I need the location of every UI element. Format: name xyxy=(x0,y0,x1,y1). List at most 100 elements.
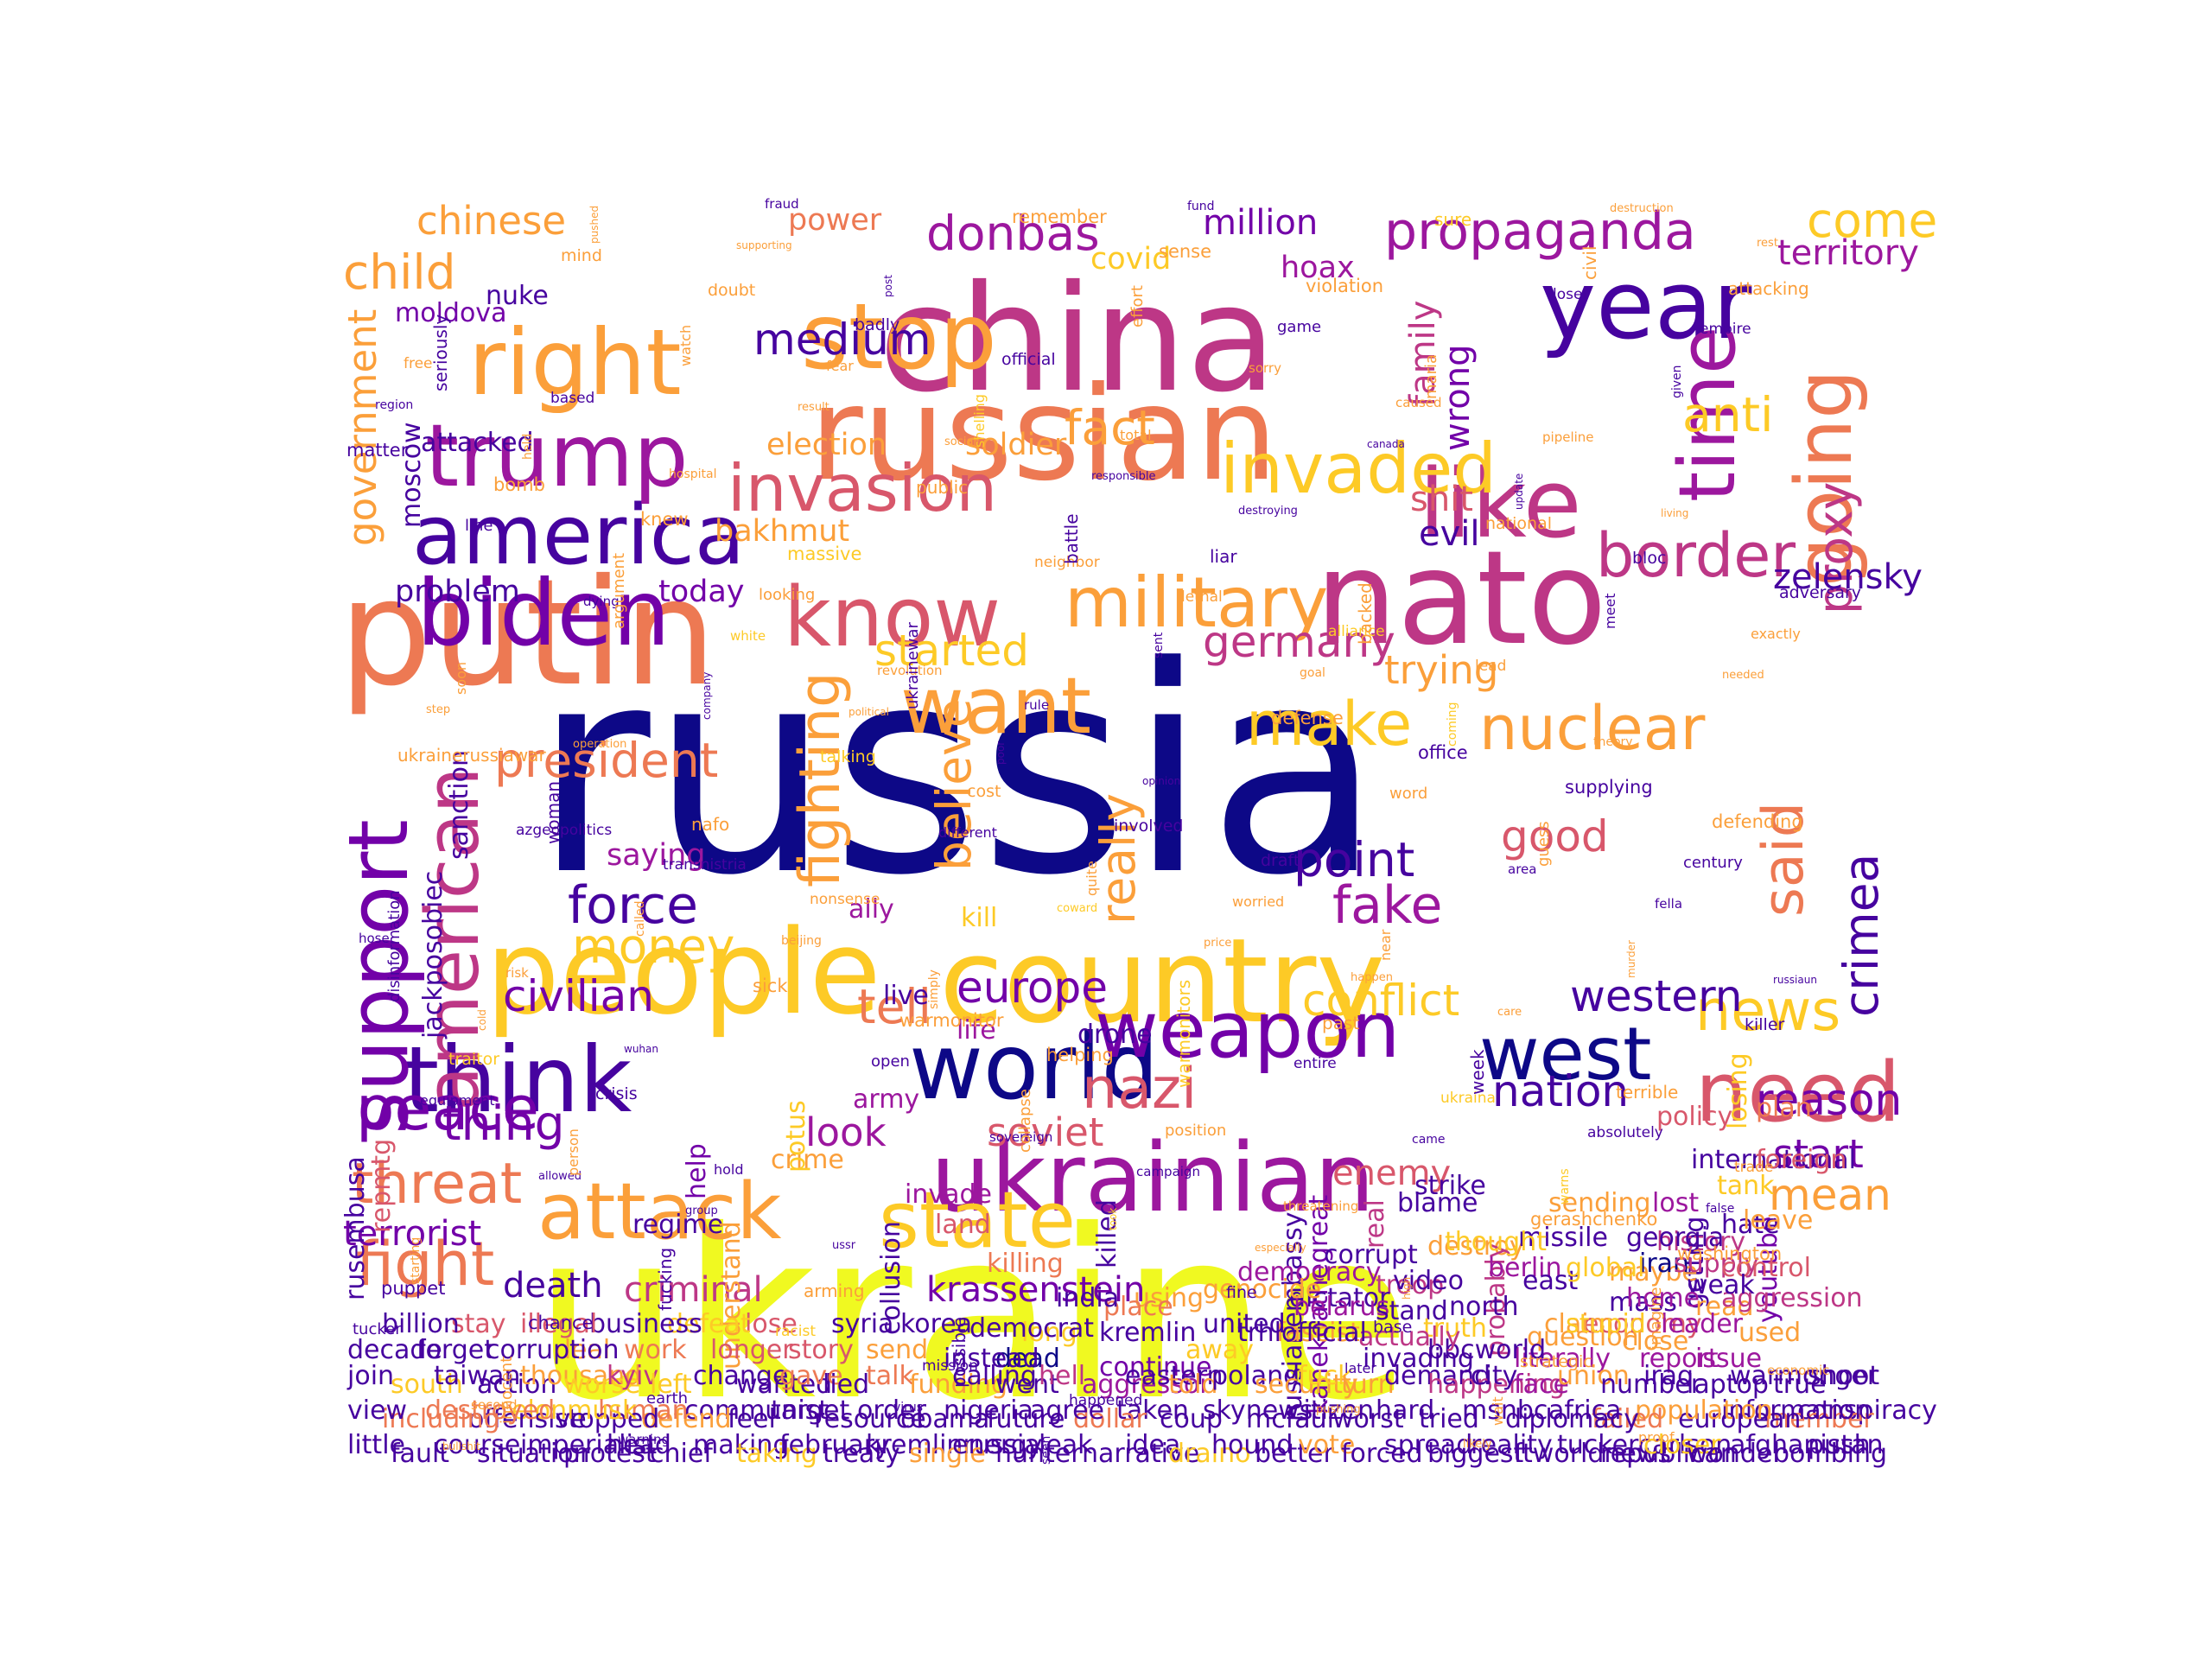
cloud-word-nato: nato xyxy=(1315,524,1607,674)
cloud-word-crime: crime xyxy=(771,1145,844,1175)
cloud-word-trying: trying xyxy=(1384,647,1499,693)
cloud-word-talk: talk xyxy=(866,1361,914,1391)
cloud-word-involved: involved xyxy=(1114,817,1184,836)
cloud-word-hate: hate xyxy=(1721,1210,1780,1240)
cloud-word-human: human xyxy=(598,1395,689,1426)
cloud-word-afghanistan: afghanistan xyxy=(1730,1430,1884,1460)
cloud-word-course: course xyxy=(434,1430,521,1460)
cloud-word-century: century xyxy=(1683,854,1743,872)
cloud-word-literally: literally xyxy=(1514,1344,1611,1374)
cloud-word-caused: caused xyxy=(1395,395,1442,410)
cloud-word-make: make xyxy=(1246,689,1413,760)
cloud-word-year: year xyxy=(1540,250,1752,360)
cloud-word-leak: leak xyxy=(1039,1430,1093,1460)
cloud-word-equipment: equipment xyxy=(420,1092,495,1109)
cloud-word-weapon: weapon xyxy=(1095,985,1401,1076)
cloud-word-send: send xyxy=(866,1335,929,1365)
cloud-word-election: election xyxy=(766,428,887,462)
cloud-word-problem: problem xyxy=(395,575,520,609)
cloud-word-poland: poland xyxy=(1211,1361,1300,1391)
cloud-word-european: european xyxy=(1678,1404,1802,1434)
cloud-word-action: action xyxy=(477,1370,557,1400)
cloud-word-mean: mean xyxy=(1769,1170,1891,1220)
cloud-word-nazi: nazi xyxy=(1082,1057,1198,1122)
cloud-word-united: united xyxy=(1203,1309,1286,1339)
cloud-word-away: away xyxy=(1185,1335,1255,1365)
cloud-word-russia: russia xyxy=(533,606,1382,938)
cloud-word-west: west xyxy=(1479,1012,1652,1097)
cloud-word-opinion: opinion xyxy=(1142,775,1181,787)
cloud-word-washington: washington xyxy=(1677,1243,1783,1264)
cloud-word-rule: rule xyxy=(1024,697,1050,713)
cloud-word-killer: killer xyxy=(1745,1015,1785,1034)
cloud-word-calling: calling xyxy=(952,1361,1037,1391)
cloud-word-word: word xyxy=(1389,785,1428,803)
cloud-word-death: death xyxy=(503,1266,603,1306)
cloud-word-zelensky: zelensky xyxy=(1773,557,1923,597)
cloud-word-badly: badly xyxy=(855,315,900,334)
cloud-word-decade: decade xyxy=(347,1335,442,1365)
cloud-word-given: given xyxy=(1670,365,1684,398)
cloud-word-went: went xyxy=(995,1370,1059,1400)
cloud-word-total: total xyxy=(1120,427,1152,443)
cloud-word-international: international xyxy=(1691,1145,1856,1175)
cloud-word-starting: starting xyxy=(409,1236,423,1284)
cloud-word-pipeline: pipeline xyxy=(1542,429,1594,445)
cloud-word-fuck: fuck xyxy=(1298,1361,1353,1391)
cloud-word-virus: virus xyxy=(893,1401,924,1414)
cloud-word-nafo: nafo xyxy=(691,814,730,835)
cloud-word-fella: fella xyxy=(1655,896,1683,912)
cloud-word-fault: fault xyxy=(391,1439,450,1469)
cloud-word-terrorist: terrorist xyxy=(343,1214,482,1254)
cloud-word-violation: violation xyxy=(1306,276,1384,296)
cloud-word-game: game xyxy=(1277,318,1322,336)
cloud-word-western: western xyxy=(1570,971,1743,1021)
cloud-word-killing: killing xyxy=(987,1249,1064,1279)
cloud-word-business: business xyxy=(589,1309,702,1339)
cloud-word-criminal: criminal xyxy=(624,1270,763,1310)
cloud-word-rusembusa: rusembusa xyxy=(340,1156,371,1300)
cloud-word-democracy: democracy xyxy=(1237,1257,1382,1287)
cloud-word-fear: fear xyxy=(826,358,854,374)
cloud-word-anti: anti xyxy=(1682,387,1774,442)
cloud-word-wonder: wonder xyxy=(1687,1439,1783,1469)
cloud-word-possible: possible xyxy=(949,1317,969,1388)
cloud-word-corrupt: corrupt xyxy=(1324,1240,1418,1270)
cloud-word-join: join xyxy=(347,1361,395,1391)
cloud-word-question: question xyxy=(1527,1322,1639,1352)
cloud-word-aggressor: aggressor xyxy=(1082,1370,1211,1400)
cloud-word-fact: fact xyxy=(1065,400,1155,455)
cloud-word-responsible: responsible xyxy=(1091,470,1156,483)
cloud-word-mind: mind xyxy=(561,246,602,265)
cloud-word-knew: knew xyxy=(640,509,689,530)
cloud-word-failed: failed xyxy=(1592,1404,1664,1434)
cloud-word-view: view xyxy=(347,1395,408,1426)
cloud-word-place: place xyxy=(1103,1292,1173,1322)
cloud-word-story: story xyxy=(788,1335,854,1365)
cloud-word-nuclear: nuclear xyxy=(1479,693,1706,764)
cloud-word-history: history xyxy=(1656,1227,1746,1257)
cloud-word-sick: sick xyxy=(753,976,788,996)
cloud-word-attacked: attacked xyxy=(421,428,534,458)
cloud-word-china: china xyxy=(879,254,1277,425)
cloud-word-start: start xyxy=(1773,1131,1864,1177)
cloud-word-ukrainian: ukrainian xyxy=(931,1122,1376,1233)
cloud-word-forced: forced xyxy=(1341,1439,1423,1469)
cloud-word-soon: soon xyxy=(453,661,469,695)
cloud-word-security: security xyxy=(1255,1370,1358,1400)
cloud-word-blame: blame xyxy=(1397,1188,1478,1218)
cloud-word-money: money xyxy=(572,918,735,974)
cloud-word-putin: putin xyxy=(339,548,717,719)
cloud-word-feel: feel xyxy=(728,1404,776,1434)
cloud-word-national: national xyxy=(1485,514,1553,533)
cloud-word-genocide: genocide xyxy=(1203,1274,1322,1305)
cloud-word-person: person xyxy=(565,1128,582,1176)
cloud-word-single: single xyxy=(909,1439,986,1469)
cloud-word-bbcworld: bbcworld xyxy=(1427,1335,1547,1365)
cloud-word-missile: missile xyxy=(1518,1223,1608,1253)
cloud-word-really: really xyxy=(1090,792,1146,925)
cloud-word-turn: turn xyxy=(1341,1370,1395,1400)
cloud-word-global: global xyxy=(1566,1253,1645,1283)
cloud-word-liar: liar xyxy=(1210,546,1237,567)
cloud-word-kyiv: kyiv xyxy=(607,1361,659,1391)
